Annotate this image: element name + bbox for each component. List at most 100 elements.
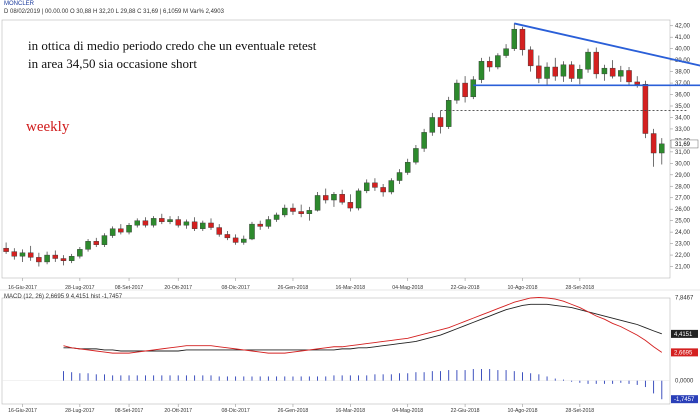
candle-body [36, 257, 42, 263]
candle-body [609, 67, 616, 77]
candle-body [68, 256, 75, 262]
macd-signal-line [63, 303, 662, 352]
candle-body [159, 218, 165, 223]
price-date-label: 04-Mag-2018 [392, 285, 423, 291]
macd-date-label: 26-Gen-2018 [278, 408, 309, 414]
candle-body [134, 220, 140, 226]
candle-body [11, 251, 18, 257]
candle-body [3, 247, 9, 252]
candle-body [232, 237, 239, 243]
price-date-label: 20-Ott-2017 [164, 285, 192, 291]
candle-body [314, 195, 321, 211]
candle-body [19, 252, 26, 257]
candle-body [552, 66, 558, 77]
price-axis-label: 23,00 [675, 242, 691, 248]
candle-body [306, 210, 313, 214]
candle-body [585, 51, 591, 70]
candle-body [200, 222, 206, 229]
candle-body [478, 61, 485, 80]
candle-body [60, 258, 67, 261]
price-axis-label: 24,00 [675, 230, 691, 236]
price-axis-label: 33,00 [675, 127, 691, 133]
macd-date-label: 28-Lug-2017 [65, 408, 95, 414]
candle-body [126, 225, 132, 233]
candle-body [150, 218, 157, 226]
price-date-label: 26-Gen-2018 [278, 285, 309, 291]
candle-body [224, 234, 231, 239]
price-axis-label: 28,00 [675, 184, 691, 190]
candle-body [265, 219, 272, 227]
price-date-label: 08-Dic-2017 [221, 285, 249, 291]
quote-readout: D 08/02/2019 | 00.00.00 O 30,88 H 32,20 … [4, 9, 224, 15]
symbol-label: MONCLER [4, 1, 35, 7]
candle-body [388, 180, 395, 193]
timeframe-label: weekly [26, 119, 70, 135]
macd-panel-frame [1, 297, 671, 405]
candle-body [52, 254, 59, 259]
macd-date-label: 08-Set-2017 [115, 408, 144, 414]
candle-body [363, 182, 370, 192]
candle-body [593, 51, 599, 75]
candle-body [208, 222, 214, 228]
candle-body [404, 161, 411, 173]
macd-date-label: 16-Mar-2018 [335, 408, 365, 414]
macd-date-label: 22-Giu-2018 [451, 408, 480, 414]
candle-body [93, 241, 99, 245]
candle-body [486, 61, 493, 68]
candle-body [273, 214, 280, 220]
candle-body [183, 221, 190, 226]
candle-body [241, 238, 247, 243]
candle-body [372, 182, 378, 188]
descending-trendline [514, 22, 700, 67]
candle-body [437, 117, 444, 127]
candle-body [290, 207, 296, 212]
candle-body [470, 79, 477, 98]
macd-axis-label: 0,0000 [675, 379, 694, 385]
price-axis-label: 31,00 [675, 150, 691, 156]
candle-body [191, 221, 198, 229]
candle-body [109, 228, 116, 236]
candle-body [495, 55, 501, 68]
last-price-label: 31,69 [675, 142, 691, 148]
price-axis-label: 37,00 [675, 81, 691, 87]
macd-value-tag-label: 4,4151 [674, 332, 693, 338]
price-axis-label: 35,00 [675, 104, 691, 110]
candle-body [527, 49, 534, 67]
price-date-label: 22-Giu-2018 [451, 285, 480, 291]
price-axis-label: 22,00 [675, 253, 691, 259]
candle-body [347, 202, 354, 209]
candle-body [118, 228, 124, 233]
candle-body [601, 67, 608, 75]
candle-body [544, 66, 550, 79]
candle-body [503, 48, 509, 56]
price-axis-label: 30,00 [675, 161, 691, 167]
candle-body [650, 133, 657, 154]
macd-date-label: 04-Mag-2018 [392, 408, 423, 414]
candle-body [298, 211, 304, 214]
macd-readout: MACD (12, 26) 2,6695 9 4,4151 hist -1,74… [4, 294, 123, 300]
price-axis-label: 36,00 [675, 93, 691, 99]
price-date-label: 10-Ago-2018 [507, 285, 537, 291]
candle-body [77, 249, 83, 257]
candle-body [101, 235, 108, 245]
macd-value-tag [671, 329, 698, 338]
candle-body [560, 64, 567, 77]
price-axis-label: 26,00 [675, 207, 691, 213]
macd-value-tag-label: -1,7457 [674, 397, 695, 403]
price-axis-label: 25,00 [675, 219, 691, 225]
candle-body [257, 223, 263, 227]
price-date-label: 16-Mar-2018 [335, 285, 365, 291]
price-date-label: 16-Giu-2017 [8, 285, 37, 291]
candle-body [642, 84, 649, 134]
macd-value-tag [671, 395, 698, 404]
candle-body [462, 82, 468, 98]
macd-value-tag-label: 2,6695 [674, 350, 693, 356]
candle-body [413, 148, 419, 163]
candle-body [519, 28, 526, 51]
candle-body [27, 252, 34, 258]
candle-body [216, 227, 222, 235]
candle-body [282, 207, 288, 216]
candle-body [445, 100, 452, 127]
